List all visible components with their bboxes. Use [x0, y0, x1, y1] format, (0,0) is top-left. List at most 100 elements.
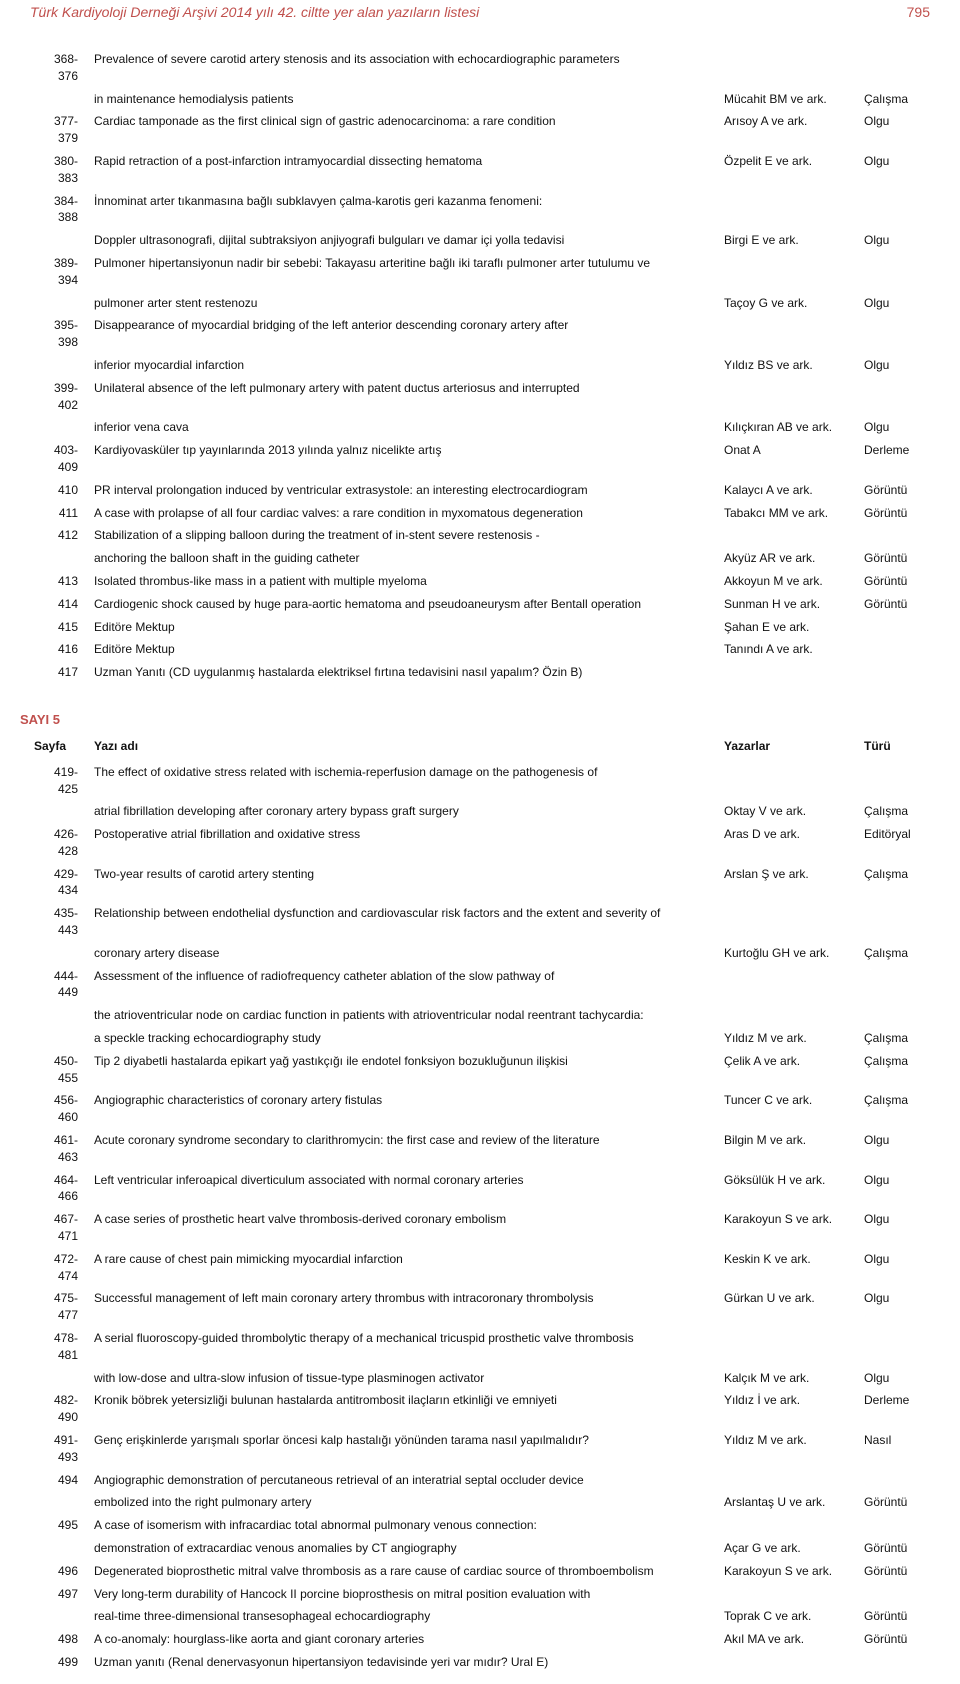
page-number: 795	[907, 4, 930, 20]
article-title: İnnominat arter tıkanmasına bağlı subkla…	[90, 190, 720, 230]
table-row: real-time three-dimensional transesophag…	[30, 1605, 930, 1628]
article-type: Görüntü	[860, 1605, 930, 1628]
article-authors: Tuncer C ve ark.	[720, 1089, 860, 1129]
page-range: 499	[30, 1651, 90, 1674]
table-row: 496Degenerated bioprosthetic mitral valv…	[30, 1560, 930, 1583]
table-row: 499Uzman yanıtı (Renal denervasyonun hip…	[30, 1651, 930, 1674]
article-type: Görüntü	[860, 570, 930, 593]
article-title: Unilateral absence of the left pulmonary…	[90, 377, 720, 417]
article-title: real-time three-dimensional transesophag…	[90, 1605, 720, 1628]
table-row: 416Editöre MektupTanındı A ve ark.	[30, 638, 930, 661]
article-title: Degenerated bioprosthetic mitral valve t…	[90, 1560, 720, 1583]
article-type: Olgu	[860, 1169, 930, 1209]
table-row: 384-388İnnominat arter tıkanmasına bağlı…	[30, 190, 930, 230]
article-type	[860, 1514, 930, 1537]
article-authors: Özpelit E ve ark.	[720, 150, 860, 190]
article-authors	[720, 1651, 860, 1674]
col-authors-header: Yazarlar	[720, 735, 860, 761]
table-row: demonstration of extracardiac venous ano…	[30, 1537, 930, 1560]
article-authors: Arslantaş U ve ark.	[720, 1491, 860, 1514]
table-row: 450-455Tip 2 diyabetli hastalarda epikar…	[30, 1050, 930, 1090]
page-range: 498	[30, 1628, 90, 1651]
page-range: 475-477	[30, 1287, 90, 1327]
article-title: Disappearance of myocardial bridging of …	[90, 314, 720, 354]
page-range	[30, 1605, 90, 1628]
article-authors: Sunman H ve ark.	[720, 593, 860, 616]
table-row: 417Uzman Yanıtı (CD uygulanmış hastalard…	[30, 661, 930, 684]
article-authors: Kurtoğlu GH ve ark.	[720, 942, 860, 965]
article-authors: Birgi E ve ark.	[720, 229, 860, 252]
page-range: 411	[30, 502, 90, 525]
article-title: Isolated thrombus-like mass in a patient…	[90, 570, 720, 593]
table-row: 380-383Rapid retraction of a post-infarc…	[30, 150, 930, 190]
table-header-row: Sayfa Yazı adı Yazarlar Türü	[30, 735, 930, 761]
article-title: atrial fibrillation developing after cor…	[90, 800, 720, 823]
article-authors: Kılıçkıran AB ve ark.	[720, 416, 860, 439]
article-authors: Taçoy G ve ark.	[720, 292, 860, 315]
article-title: Cardiac tamponade as the first clinical …	[90, 110, 720, 150]
table-row: 414Cardiogenic shock caused by huge para…	[30, 593, 930, 616]
article-title: Stabilization of a slipping balloon duri…	[90, 524, 720, 547]
table-row: 491-493Genç erişkinlerde yarışmalı sporl…	[30, 1429, 930, 1469]
page-range	[30, 229, 90, 252]
article-title: Successful management of left main coron…	[90, 1287, 720, 1327]
article-type: Editöryal	[860, 823, 930, 863]
page-range	[30, 1367, 90, 1390]
article-authors: Mücahit BM ve ark.	[720, 88, 860, 111]
article-title: Kronik böbrek yetersizliği bulunan hasta…	[90, 1389, 720, 1429]
table-row: 389-394Pulmoner hipertansiyonun nadir bi…	[30, 252, 930, 292]
article-table-2: Sayfa Yazı adı Yazarlar Türü 419-425The …	[30, 735, 930, 1674]
article-type	[860, 638, 930, 661]
table-row: 419-425The effect of oxidative stress re…	[30, 761, 930, 801]
table-row: 435-443Relationship between endothelial …	[30, 902, 930, 942]
page-range	[30, 942, 90, 965]
page-range: 377-379	[30, 110, 90, 150]
page-range: 395-398	[30, 314, 90, 354]
article-authors	[720, 902, 860, 942]
page-range	[30, 1004, 90, 1027]
article-table-1: 368-376Prevalence of severe carotid arte…	[30, 48, 930, 684]
article-authors	[720, 524, 860, 547]
article-type: Olgu	[860, 416, 930, 439]
page-range: 435-443	[30, 902, 90, 942]
table-row: coronary artery diseaseKurtoğlu GH ve ar…	[30, 942, 930, 965]
page-range: 389-394	[30, 252, 90, 292]
article-type	[860, 524, 930, 547]
article-title: Genç erişkinlerde yarışmalı sporlar önce…	[90, 1429, 720, 1469]
table-row: 415Editöre MektupŞahan E ve ark.	[30, 616, 930, 639]
article-authors: Akyüz AR ve ark.	[720, 547, 860, 570]
table-row: 426-428Postoperative atrial fibrillation…	[30, 823, 930, 863]
page-range	[30, 547, 90, 570]
article-authors: Bilgin M ve ark.	[720, 1129, 860, 1169]
article-type	[860, 48, 930, 88]
article-type	[860, 190, 930, 230]
page-range: 429-434	[30, 863, 90, 903]
page-range: 413	[30, 570, 90, 593]
article-title: pulmoner arter stent restenozu	[90, 292, 720, 315]
article-type: Olgu	[860, 1248, 930, 1288]
page-range: 467-471	[30, 1208, 90, 1248]
page-range: 444-449	[30, 965, 90, 1005]
article-authors	[720, 1327, 860, 1367]
section-2: Sayfa Yazı adı Yazarlar Türü 419-425The …	[0, 731, 960, 1684]
article-title: Rapid retraction of a post-infarction in…	[90, 150, 720, 190]
article-type	[860, 965, 930, 1005]
article-authors: Karakoyun S ve ark.	[720, 1560, 860, 1583]
article-type: Olgu	[860, 229, 930, 252]
page-range	[30, 1537, 90, 1560]
page-range: 496	[30, 1560, 90, 1583]
article-type: Görüntü	[860, 1628, 930, 1651]
page-range: 403-409	[30, 439, 90, 479]
article-title: Relationship between endothelial dysfunc…	[90, 902, 720, 942]
article-authors: Açar G ve ark.	[720, 1537, 860, 1560]
article-authors: Yıldız BS ve ark.	[720, 354, 860, 377]
article-type	[860, 1583, 930, 1606]
article-type: Görüntü	[860, 1491, 930, 1514]
page-range	[30, 88, 90, 111]
article-type	[860, 761, 930, 801]
page-range: 450-455	[30, 1050, 90, 1090]
article-title: Uzman Yanıtı (CD uygulanmış hastalarda e…	[90, 661, 720, 684]
article-title: a speckle tracking echocardiography stud…	[90, 1027, 720, 1050]
page-range: 494	[30, 1469, 90, 1492]
table-row: 395-398Disappearance of myocardial bridg…	[30, 314, 930, 354]
